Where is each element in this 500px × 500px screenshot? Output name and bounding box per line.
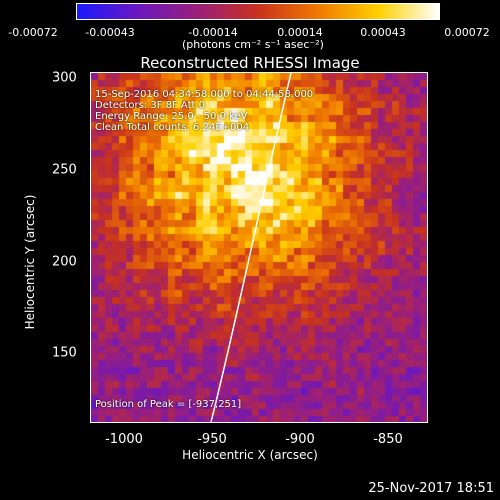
- y-tick: 300: [52, 70, 77, 86]
- x-tick: -1000: [105, 432, 143, 447]
- colorbar-tick: 0.00014: [277, 26, 323, 39]
- colorbar-tick: 0.00043: [360, 26, 406, 39]
- x-tick: -950: [197, 432, 227, 447]
- colorbar-units: (photons cm⁻² s⁻¹ asec⁻²): [182, 38, 324, 51]
- solar-limb-line: [210, 73, 292, 422]
- colorbar-tick: 0.00072: [444, 26, 490, 39]
- colorbar-tick: -0.00043: [85, 26, 135, 39]
- colorbar-tick: -0.00014: [188, 26, 238, 39]
- rhessi-image-map: [91, 73, 427, 422]
- x-tick: -900: [285, 432, 315, 447]
- energy-range-text: Energy Range: 25.0 - 50.0 keV: [95, 111, 248, 122]
- y-tick: 250: [52, 162, 77, 178]
- x-axis-label: Heliocentric X (arcsec): [182, 448, 318, 462]
- x-tick: -850: [373, 432, 403, 447]
- image-panel: 15-Sep-2016 04:34:58.000 to 04:44:58.000…: [90, 72, 428, 423]
- limb-overlay: [210, 73, 292, 422]
- y-tick: 150: [52, 345, 77, 361]
- total-counts-text: Clean Total counts: 6.24E+004: [95, 122, 250, 133]
- timestamp-footer: 25-Nov-2017 18:51: [368, 481, 494, 496]
- y-tick: 200: [52, 254, 77, 270]
- y-axis-label: Heliocentric Y (arcsec): [23, 194, 37, 330]
- peak-position-text: Position of Peak = [-937,251]: [95, 399, 242, 410]
- colorbar-tick: -0.00072: [8, 26, 58, 39]
- time-range-text: 15-Sep-2016 04:34:58.000 to 04:44:58.000: [95, 89, 314, 100]
- image-title: Reconstructed RHESSI Image: [140, 54, 360, 72]
- colorbar: [76, 3, 440, 20]
- detectors-text: Detectors: 3F 8F Att 0: [95, 100, 205, 111]
